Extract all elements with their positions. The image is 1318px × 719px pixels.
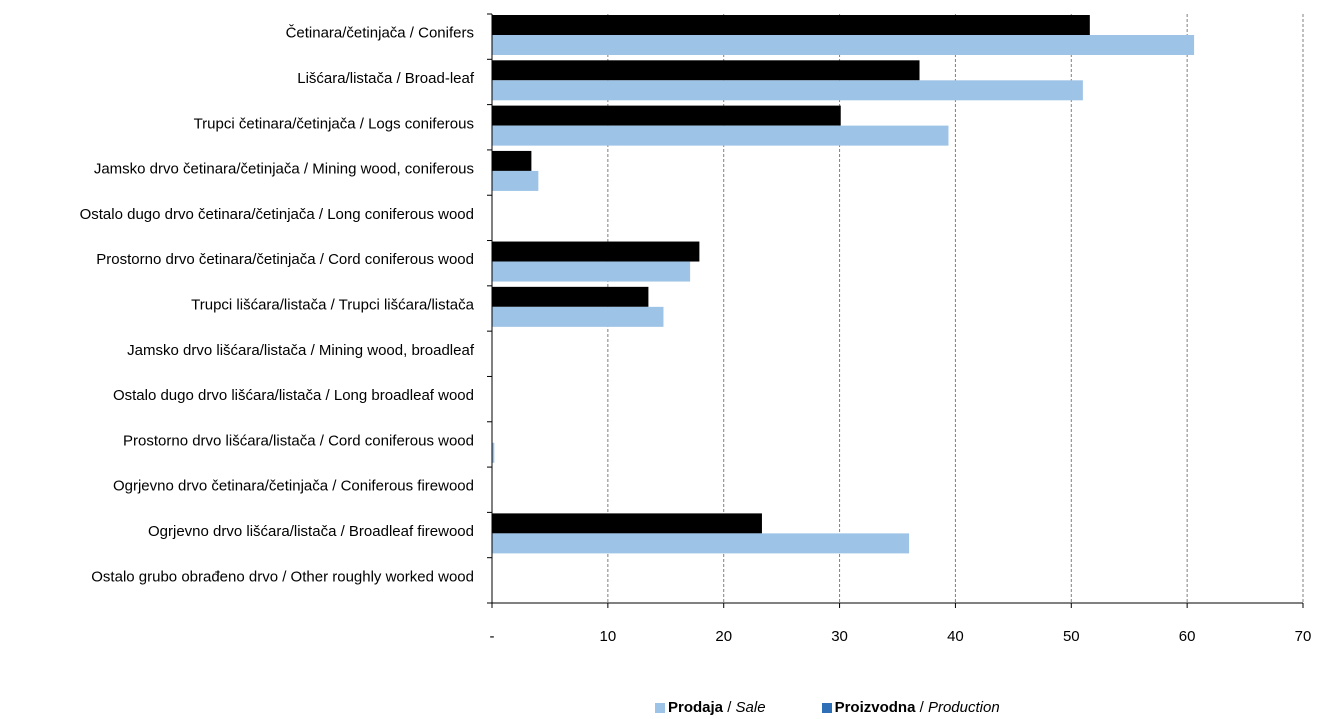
bar-production	[492, 241, 700, 262]
legend-label-production-italic: Production	[927, 699, 1000, 716]
category-label: Lišćara/listača / Broad-leaf	[297, 70, 475, 87]
bar-sale	[492, 35, 1195, 55]
category-label: Ogrjevno drvo lišćara/listača / Broadlea…	[148, 523, 474, 540]
x-tick-label: 50	[1063, 628, 1080, 645]
bar-sale	[492, 533, 910, 554]
category-label: Četinara/četinjača / Conifers	[286, 25, 474, 42]
bar-production	[492, 105, 841, 126]
x-tick-label: 70	[1295, 628, 1312, 645]
x-tick-label: -	[490, 628, 495, 645]
legend-label-production-bold: Proizvodna	[834, 699, 916, 716]
bar-chart: - 10 20 30 40 50 60 70 Četinara/četinjača / Coni…	[80, 13, 1312, 645]
category-label: Ostalo dugo drvo četinara/četinjača / Lo…	[80, 206, 474, 223]
bar-sale	[492, 261, 691, 282]
category-label: Prostorno drvo lišćara/listača / Cord co…	[123, 432, 474, 449]
legend: Prodaja / Sale Proizvodna / Production	[655, 699, 1000, 716]
bar-sale	[492, 170, 539, 191]
bar-sale	[492, 80, 1083, 101]
legend-label-sale-italic: Sale	[735, 699, 766, 716]
category-label: Prostorno drvo četinara/četinjača / Cord…	[96, 251, 474, 268]
legend-label-sale-bold: Prodaja	[668, 699, 724, 716]
category-label: Jamsko drvo četinara/četinjača / Mining …	[94, 161, 474, 178]
legend-swatch-production	[821, 702, 832, 713]
bar-production	[492, 15, 1090, 35]
bar-production	[492, 60, 920, 81]
category-label: Jamsko drvo lišćara/listača / Mining woo…	[127, 342, 475, 359]
bar-sale	[492, 125, 949, 146]
category-label: Trupci lišćara/listača / Trupci lišćara/…	[191, 297, 475, 314]
bar-production	[492, 150, 532, 171]
category-label: Trupci četinara/četinjača / Logs conifer…	[194, 115, 474, 132]
category-label: Ostalo dugo drvo lišćara/listača / Long …	[113, 387, 474, 404]
bar-production	[492, 286, 649, 307]
category-label: Ogrjevno drvo četinara/četinjača / Conif…	[113, 478, 474, 495]
category-label: Ostalo grubo obrađeno drvo / Other rough…	[91, 568, 474, 585]
bar-sale	[492, 306, 664, 327]
x-tick-label: 60	[1179, 628, 1196, 645]
bar-sale	[492, 442, 495, 463]
x-tick-label: 40	[947, 628, 964, 645]
legend-item-production: Proizvodna / Production	[821, 699, 1000, 716]
legend-item-sale: Prodaja / Sale	[655, 699, 766, 716]
legend-swatch-sale	[655, 702, 665, 713]
x-tick-label: 10	[600, 628, 617, 645]
x-tick-label: 20	[715, 628, 732, 645]
x-tick-label: 30	[831, 628, 848, 645]
bar-production	[492, 513, 762, 534]
